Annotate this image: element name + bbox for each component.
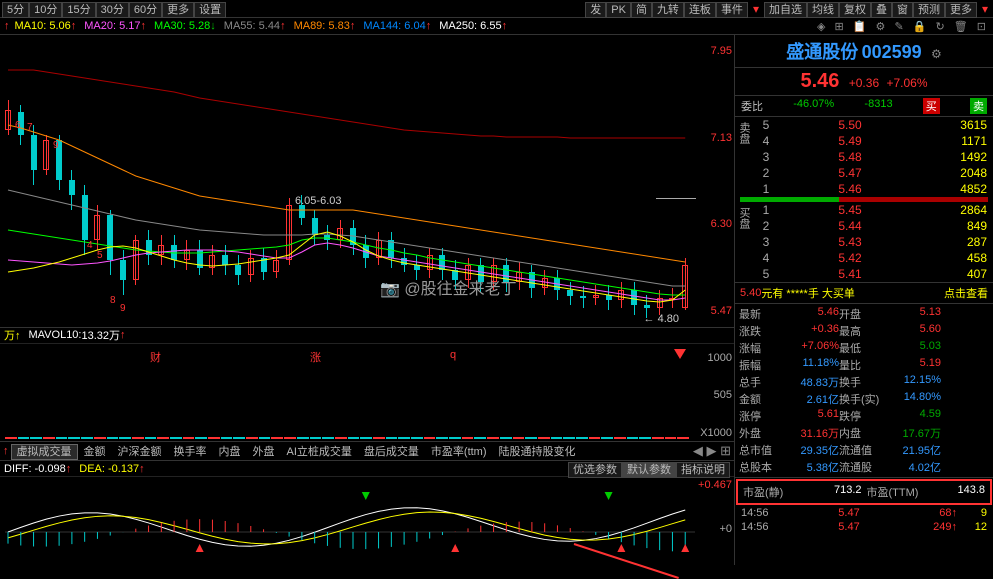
order-row[interactable]: 55.41407 — [753, 266, 993, 282]
ma-value: MA30: 5.28↓ — [154, 20, 216, 32]
vol-tab[interactable]: 陆股通持股变化 — [493, 444, 582, 460]
toolbar-btn[interactable]: 10分 — [29, 2, 62, 18]
time-toolbar: 5分10分15分30分60分更多设置 发PK简九转连板事件 ▾ 加自选均线复权叠… — [0, 0, 993, 18]
toolbar-btn[interactable]: 九转 — [652, 2, 684, 18]
order-row[interactable]: 35.481492 — [753, 149, 993, 165]
stock-code: 002599 — [862, 42, 922, 62]
buy-button[interactable]: 买 — [923, 98, 940, 114]
price-display: 5.46 +0.36 +7.06% — [735, 68, 993, 96]
ma-value: MA55: 5.44↑ — [224, 20, 286, 32]
dropdown-arrow-icon: ▾ — [753, 2, 759, 16]
volume-chart[interactable]: 1000 505 X1000 — [0, 344, 734, 442]
tab-nav-icons[interactable]: ◀ ▶ ⊞ — [693, 443, 731, 459]
toolbar-btn[interactable]: 设置 — [194, 2, 226, 18]
toolbar-btn[interactable]: 5分 — [2, 2, 29, 18]
toolbar-btn[interactable]: 复权 — [839, 2, 871, 18]
ind-tab[interactable]: 优选参数 — [568, 462, 622, 478]
up-arrow-icon: ↑ — [4, 20, 10, 32]
low-price-label: ← 4.80 — [644, 313, 679, 325]
order-row[interactable]: 45.491171 — [753, 133, 993, 149]
chart-tools[interactable]: ◈ ⊞ 📋 ⚙ ✎ 🔒 ↻ 🗑 ⊡ — [817, 20, 989, 33]
toolbar-btn[interactable]: 均线 — [807, 2, 839, 18]
toolbar-btn[interactable]: 简 — [631, 2, 652, 18]
order-row[interactable]: 35.43287 — [753, 234, 993, 250]
toolbar-btn[interactable]: 发 — [585, 2, 606, 18]
vol-tab[interactable]: 换手率 — [168, 444, 213, 460]
stock-info-grid: 最新5.46开盘5.13涨跌+0.36最高5.60涨幅+7.06%最低5.03振… — [735, 304, 993, 478]
toolbar-btn[interactable]: 30分 — [96, 2, 129, 18]
stock-name: 盛通股份 — [786, 42, 858, 62]
pe-ratio-row: 市盈(静) 713.2 市盈(TTM) 143.8 — [736, 479, 992, 505]
price-range-label: 6.05-6.03 — [295, 195, 341, 207]
ind-tab[interactable]: 指标说明 — [676, 462, 730, 478]
vol-tab[interactable]: 金额 — [78, 444, 112, 460]
toolbar-btn[interactable]: PK — [606, 2, 631, 18]
toolbar-btn[interactable]: 事件 — [716, 2, 748, 18]
order-row[interactable]: 25.44849 — [753, 218, 993, 234]
toolbar-btn[interactable]: 连板 — [684, 2, 716, 18]
vol-tab[interactable]: 市盈率(ttm) — [425, 444, 493, 460]
toolbar-btn[interactable]: 15分 — [62, 2, 95, 18]
order-row[interactable]: 15.452864 — [753, 202, 993, 218]
vol-tab[interactable]: 外盘 — [247, 444, 281, 460]
ma-indicators: ↑ MA10: 5.06↑ MA20: 5.17↑ MA30: 5.28↓ MA55:… — [0, 18, 993, 35]
vol-tab[interactable]: 沪深金额 — [112, 444, 168, 460]
weibi-row: 委比 -46.07% -8313 买 卖 — [735, 96, 993, 117]
toolbar-btn[interactable]: 预测 — [913, 2, 945, 18]
vol-tab[interactable]: AI立桩成交量 — [281, 444, 358, 460]
stock-header: 盛通股份 002599 ⚙ — [735, 35, 993, 68]
indicator-header: DIFF: -0.098↑ DEA: -0.137↑ 优选参数默认参数指标说明 — [0, 461, 734, 477]
order-row[interactable]: 15.464852 — [753, 181, 993, 197]
toolbar-btn[interactable]: 更多 — [945, 2, 977, 18]
ma-value: MA250: 6.55↑ — [439, 20, 507, 32]
toolbar-btn[interactable]: 叠 — [871, 2, 892, 18]
volume-tabs: ↑虚拟成交量金额沪深金额换手率内盘外盘AI立桩成交量盘后成交量市盈率(ttm)陆… — [0, 442, 734, 462]
tick-row: 14:565.47249↑12 — [735, 520, 993, 534]
tick-row: 14:565.4768↑9 — [735, 506, 993, 520]
kline-chart[interactable]: 6794589 7.957.136.305.47 6.05-6.03 ← 4.8… — [0, 35, 734, 328]
toolbar-btn[interactable]: 窗 — [892, 2, 913, 18]
big-order-alert[interactable]: 5.40 元有 *****手 大买单 点击查看 — [735, 283, 993, 304]
order-row[interactable]: 45.42458 — [753, 250, 993, 266]
order-row[interactable]: 55.503615 — [753, 117, 993, 133]
order-row[interactable]: 25.472048 — [753, 165, 993, 181]
ma-value: MA10: 5.06↑ — [15, 20, 77, 32]
sell-button[interactable]: 卖 — [970, 98, 987, 114]
tick-list: 14:565.4768↑914:565.47249↑12 — [735, 506, 993, 534]
order-book: 卖盘55.50361545.49117135.48149225.47204815… — [735, 117, 993, 283]
toolbar-btn[interactable]: 加自选 — [764, 2, 807, 18]
vol-tab[interactable]: 虚拟成交量 — [11, 444, 78, 460]
ma-value: MA144: 6.04↑ — [363, 20, 431, 32]
toolbar-btn[interactable]: 更多 — [162, 2, 194, 18]
vol-tab[interactable]: 内盘 — [213, 444, 247, 460]
ind-tab[interactable]: 默认参数 — [622, 462, 676, 478]
ma-value: MA89: 5.83↑ — [294, 20, 356, 32]
macd-chart[interactable]: +0.467 +0 — [0, 477, 734, 565]
volume-header: 万↑ MAVOL10: 13.32万↑ — [0, 328, 734, 344]
arrow-indicator — [674, 349, 686, 359]
vol-tab[interactable]: 盘后成交量 — [358, 444, 425, 460]
gear-icon[interactable]: ⚙ — [931, 47, 942, 61]
toolbar-btn[interactable]: 60分 — [129, 2, 162, 18]
ma-value: MA20: 5.17↑ — [84, 20, 146, 32]
